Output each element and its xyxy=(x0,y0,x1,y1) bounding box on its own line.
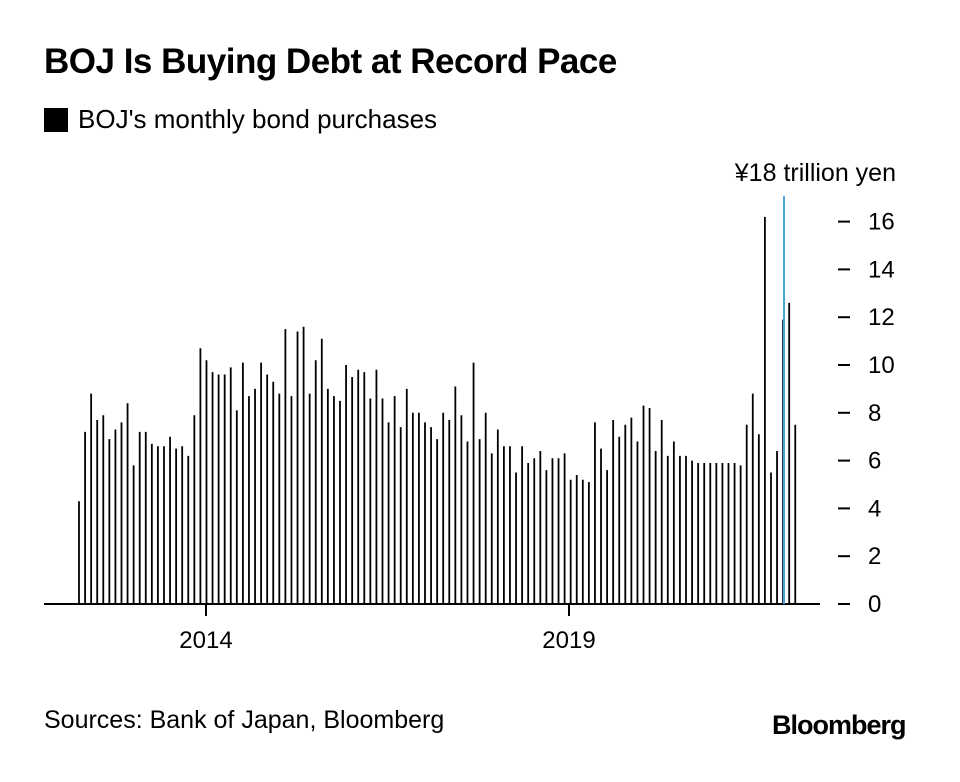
y-tick-label: 0 xyxy=(868,591,881,618)
y-tick-label: 8 xyxy=(868,400,881,427)
y-tick-label: 6 xyxy=(868,448,881,475)
y-tick-label: 12 xyxy=(868,304,895,331)
bar-chart: 2014 2019 0 2 4 6 8 10 12 14 16 ¥18 trillion yen xyxy=(44,159,896,654)
legend-swatch xyxy=(44,107,68,132)
sources-note: Sources: Bank of Japan, Bloomberg xyxy=(44,706,445,734)
bars-group xyxy=(78,216,797,604)
bloomberg-logo: Bloomberg xyxy=(772,710,907,740)
chart-title: BOJ Is Buying Debt at Record Pace xyxy=(44,42,617,81)
y-ticks-group: 0 2 4 6 8 10 12 14 16 xyxy=(838,209,895,618)
x-tick-label: 2014 xyxy=(179,627,232,654)
y-tick-label: 2 xyxy=(868,543,881,570)
x-tick-label: 2019 xyxy=(542,627,595,654)
y-tick-label: 10 xyxy=(868,352,895,379)
y-tick-label: 4 xyxy=(868,495,881,522)
y-tick-label: 16 xyxy=(868,209,895,236)
x-ticks-group: 2014 2019 xyxy=(179,604,596,654)
legend: BOJ's monthly bond purchases xyxy=(44,104,437,135)
y-unit-label: ¥18 trillion yen xyxy=(734,159,896,187)
legend-label: BOJ's monthly bond purchases xyxy=(78,104,438,134)
y-tick-label: 14 xyxy=(868,256,895,283)
